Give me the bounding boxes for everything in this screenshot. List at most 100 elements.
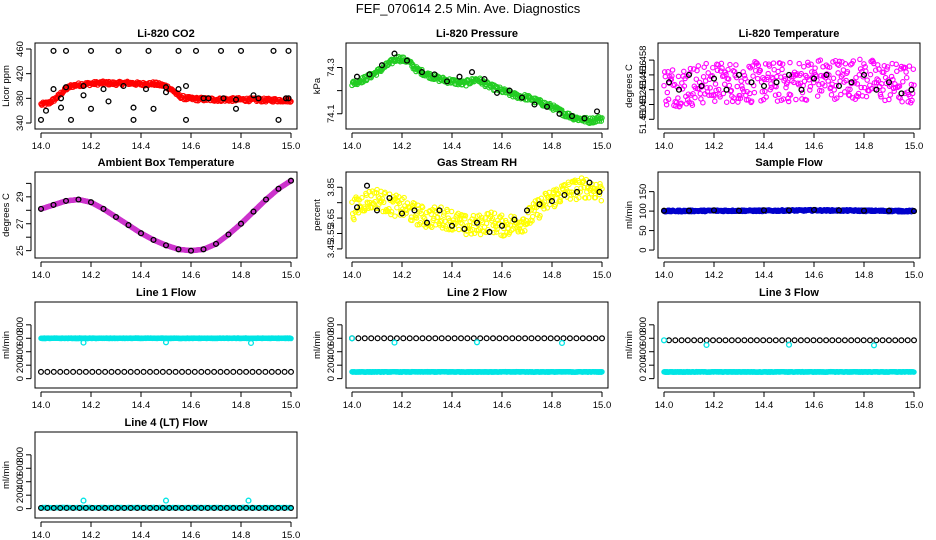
data-point — [57, 368, 64, 375]
x-tick-label: 15.0 — [282, 530, 301, 540]
data-point — [662, 73, 669, 80]
y-tick-label: 3.55 — [326, 224, 337, 243]
data-point — [842, 61, 849, 67]
data-point — [409, 217, 415, 224]
data-point — [400, 335, 407, 342]
data-point — [423, 219, 431, 226]
data-point — [175, 47, 182, 54]
data-point — [660, 207, 668, 214]
data-point — [845, 86, 851, 92]
data-point — [851, 80, 858, 86]
data-point — [125, 222, 132, 229]
x-tick-label: 14.6 — [805, 270, 824, 281]
data-point — [130, 116, 137, 123]
data-point — [287, 177, 295, 184]
data-point — [900, 79, 906, 85]
data-point — [785, 207, 793, 214]
panel-title: Line 3 Flow — [759, 287, 819, 299]
data-point — [63, 368, 70, 375]
data-point — [250, 92, 257, 99]
data-point — [697, 337, 704, 344]
data-point — [470, 335, 477, 342]
data-point — [211, 505, 218, 512]
data-point — [490, 335, 497, 342]
data-point — [491, 210, 498, 217]
data-point — [538, 195, 545, 202]
data-point — [568, 113, 576, 120]
data-point — [753, 337, 760, 344]
data-point — [80, 497, 87, 504]
data-point — [435, 214, 441, 220]
data-point — [494, 226, 500, 232]
data-point — [386, 206, 392, 212]
y-tick-label: 460 — [15, 41, 26, 57]
data-point — [665, 69, 671, 75]
series-dense — [661, 56, 917, 110]
data-point — [748, 98, 755, 104]
data-point — [179, 368, 186, 375]
data-point — [371, 190, 378, 196]
data-point — [910, 337, 917, 344]
data-point — [509, 335, 516, 342]
x-tick-label: 14.2 — [393, 400, 412, 411]
data-point — [898, 90, 905, 97]
data-point — [198, 505, 205, 512]
data-point — [76, 505, 83, 512]
data-point — [162, 84, 170, 91]
x-axis: 14.0 14.2 14.4 14.6 14.8 15.0 — [32, 132, 300, 152]
data-point — [37, 368, 44, 375]
data-point — [847, 61, 854, 68]
x-tick-label: 14.4 — [755, 400, 774, 411]
data-point — [737, 95, 744, 101]
data-point — [534, 335, 541, 342]
data-point — [468, 69, 476, 76]
y-tick-label: 0 — [326, 376, 337, 381]
data-point — [187, 247, 195, 254]
x-tick-label: 14.2 — [393, 141, 412, 152]
x-tick-label: 15.0 — [593, 141, 612, 152]
data-point — [583, 176, 589, 183]
data-point — [848, 79, 855, 86]
x-tick-label: 14.8 — [855, 141, 874, 152]
data-point — [515, 335, 522, 342]
data-point — [473, 339, 481, 346]
data-point — [850, 58, 857, 64]
series-sparse — [37, 177, 295, 254]
data-point — [886, 96, 892, 103]
data-point — [182, 116, 190, 123]
plot-frame — [34, 42, 298, 130]
data-point — [192, 47, 200, 54]
data-point — [362, 206, 368, 212]
data-point — [255, 505, 262, 512]
data-point — [579, 335, 586, 342]
data-points — [661, 56, 917, 110]
y-axis-label: Licor ppm — [1, 65, 12, 107]
data-point — [748, 79, 755, 86]
data-point — [175, 86, 182, 93]
data-point — [906, 63, 913, 69]
data-point — [909, 97, 915, 104]
data-point — [873, 86, 880, 93]
data-point — [496, 335, 503, 342]
data-point — [275, 368, 282, 375]
x-tick-label: 15.0 — [282, 400, 301, 411]
data-point — [200, 95, 207, 102]
data-point — [477, 231, 484, 238]
x-tick-label: 14.8 — [232, 400, 251, 411]
x-tick-label: 14.8 — [232, 141, 251, 152]
data-point — [885, 207, 893, 214]
panel-title: Li-820 Pressure — [436, 28, 518, 40]
data-point — [473, 219, 481, 226]
data-point — [896, 83, 903, 89]
data-point — [807, 83, 814, 90]
x-tick-label: 14.0 — [343, 141, 362, 152]
data-point — [687, 65, 694, 72]
data-point — [524, 220, 531, 227]
data-point — [50, 47, 57, 54]
data-point — [727, 61, 733, 68]
data-point — [413, 215, 420, 221]
data-point — [847, 86, 853, 93]
data-point — [75, 196, 82, 203]
